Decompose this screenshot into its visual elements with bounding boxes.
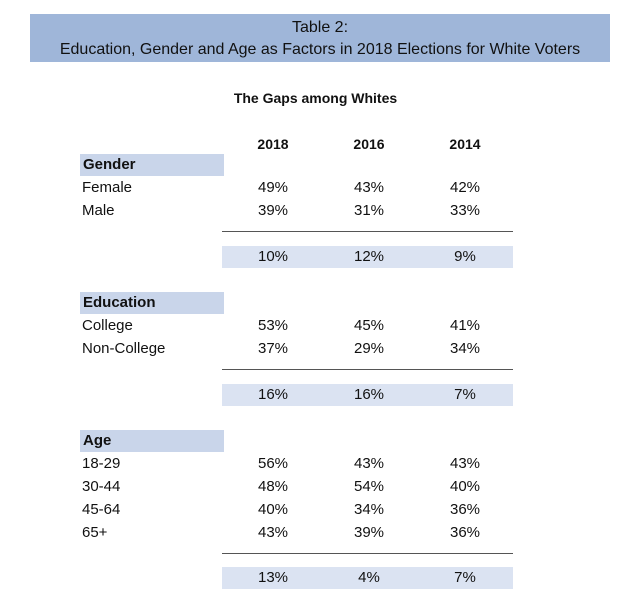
year-header-2014: 2014 — [449, 136, 481, 152]
section-divider — [222, 553, 513, 554]
gap-cell: 12% — [353, 248, 385, 265]
gap-cell: 4% — [358, 569, 380, 586]
section-divider — [222, 369, 513, 370]
table-cell: 43% — [353, 179, 385, 196]
table-cell: 45% — [353, 317, 385, 334]
row-label: 45-64 — [82, 501, 121, 518]
table-cell: 42% — [449, 179, 481, 196]
table-cell: 34% — [353, 501, 385, 518]
gap-row-band — [222, 567, 513, 589]
section-header-education: Education — [80, 292, 224, 314]
table-cell: 31% — [353, 202, 385, 219]
table-cell: 54% — [353, 478, 385, 495]
table-cell: 29% — [353, 340, 385, 357]
gap-row-band — [222, 384, 513, 406]
table-cell: 41% — [449, 317, 481, 334]
gap-cell: 10% — [257, 248, 289, 265]
row-label: Male — [82, 202, 115, 219]
gap-cell: 16% — [257, 386, 289, 403]
row-label: College — [82, 317, 133, 334]
table-cell: 53% — [257, 317, 289, 334]
table-cell: 39% — [353, 524, 385, 541]
gap-row-band — [222, 246, 513, 268]
table-cell: 43% — [353, 455, 385, 472]
table-cell: 49% — [257, 179, 289, 196]
table-cell: 43% — [449, 455, 481, 472]
table-cell: 36% — [449, 501, 481, 518]
table-cell: 43% — [257, 524, 289, 541]
table-cell: 40% — [449, 478, 481, 495]
row-label: Female — [82, 179, 133, 196]
table-title-number: Table 2: — [291, 19, 349, 36]
row-label: 30-44 — [82, 478, 121, 495]
year-header-2016: 2016 — [353, 136, 385, 152]
gap-cell: 7% — [454, 386, 476, 403]
row-label: 65+ — [82, 524, 108, 541]
row-label: 18-29 — [82, 455, 121, 472]
table-cell: 34% — [449, 340, 481, 357]
table-cell: 36% — [449, 524, 481, 541]
table-cell: 40% — [257, 501, 289, 518]
table-cell: 37% — [257, 340, 289, 357]
section-header-gender: Gender — [80, 154, 224, 176]
table-title-text: Education, Gender and Age as Factors in … — [59, 41, 581, 58]
section-header-age: Age — [80, 430, 224, 452]
table-cell: 39% — [257, 202, 289, 219]
year-header-2018: 2018 — [257, 136, 289, 152]
table-cell: 33% — [449, 202, 481, 219]
gap-cell: 7% — [454, 569, 476, 586]
gap-cell: 13% — [257, 569, 289, 586]
gap-cell: 9% — [454, 248, 476, 265]
table-cell: 48% — [257, 478, 289, 495]
gap-cell: 16% — [353, 386, 385, 403]
section-divider — [222, 231, 513, 232]
table-subtitle: The Gaps among Whites — [233, 90, 398, 106]
table-title-banner: Table 2: Education, Gender and Age as Fa… — [30, 14, 610, 62]
row-label: Non-College — [82, 340, 166, 357]
table-cell: 56% — [257, 455, 289, 472]
